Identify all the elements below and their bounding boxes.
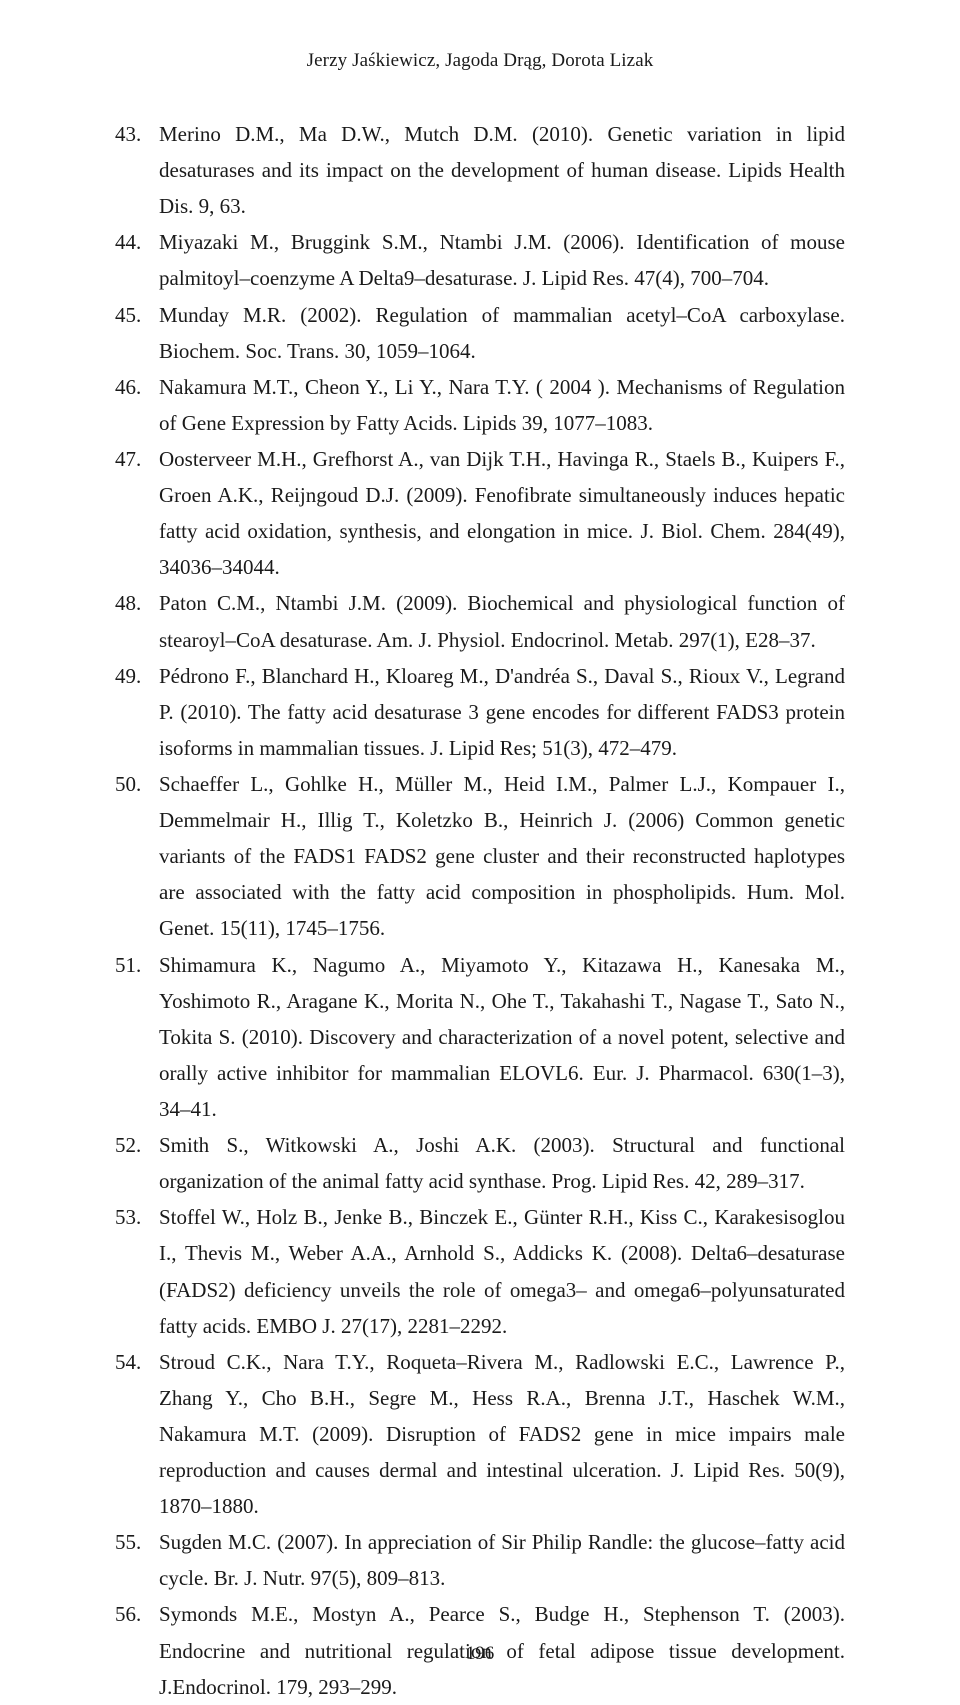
reference-list: Merino D.M., Ma D.W., Mutch D.M. (2010).… <box>115 116 845 1705</box>
reference-item: Oosterveer M.H., Grefhorst A., van Dijk … <box>115 441 845 585</box>
reference-item: Paton C.M., Ntambi J.M. (2009). Biochemi… <box>115 585 845 657</box>
reference-item: Nakamura M.T., Cheon Y., Li Y., Nara T.Y… <box>115 369 845 441</box>
reference-item: Smith S., Witkowski A., Joshi A.K. (2003… <box>115 1127 845 1199</box>
reference-item: Munday M.R. (2002). Regulation of mammal… <box>115 297 845 369</box>
reference-item: Stoffel W., Holz B., Jenke B., Binczek E… <box>115 1199 845 1343</box>
reference-item: Shimamura K., Nagumo A., Miyamoto Y., Ki… <box>115 947 845 1128</box>
running-head: Jerzy Jaśkiewicz, Jagoda Drąg, Dorota Li… <box>115 50 845 72</box>
reference-item: Miyazaki M., Bruggink S.M., Ntambi J.M. … <box>115 224 845 296</box>
page: Jerzy Jaśkiewicz, Jagoda Drąg, Dorota Li… <box>0 0 960 1705</box>
reference-item: Sugden M.C. (2007). In appreciation of S… <box>115 1524 845 1596</box>
reference-item: Schaeffer L., Gohlke H., Müller M., Heid… <box>115 766 845 947</box>
reference-item: Stroud C.K., Nara T.Y., Roqueta–Rivera M… <box>115 1344 845 1525</box>
reference-item: Merino D.M., Ma D.W., Mutch D.M. (2010).… <box>115 116 845 224</box>
reference-item: Pédrono F., Blanchard H., Kloareg M., D'… <box>115 658 845 766</box>
page-number: 196 <box>0 1643 960 1665</box>
